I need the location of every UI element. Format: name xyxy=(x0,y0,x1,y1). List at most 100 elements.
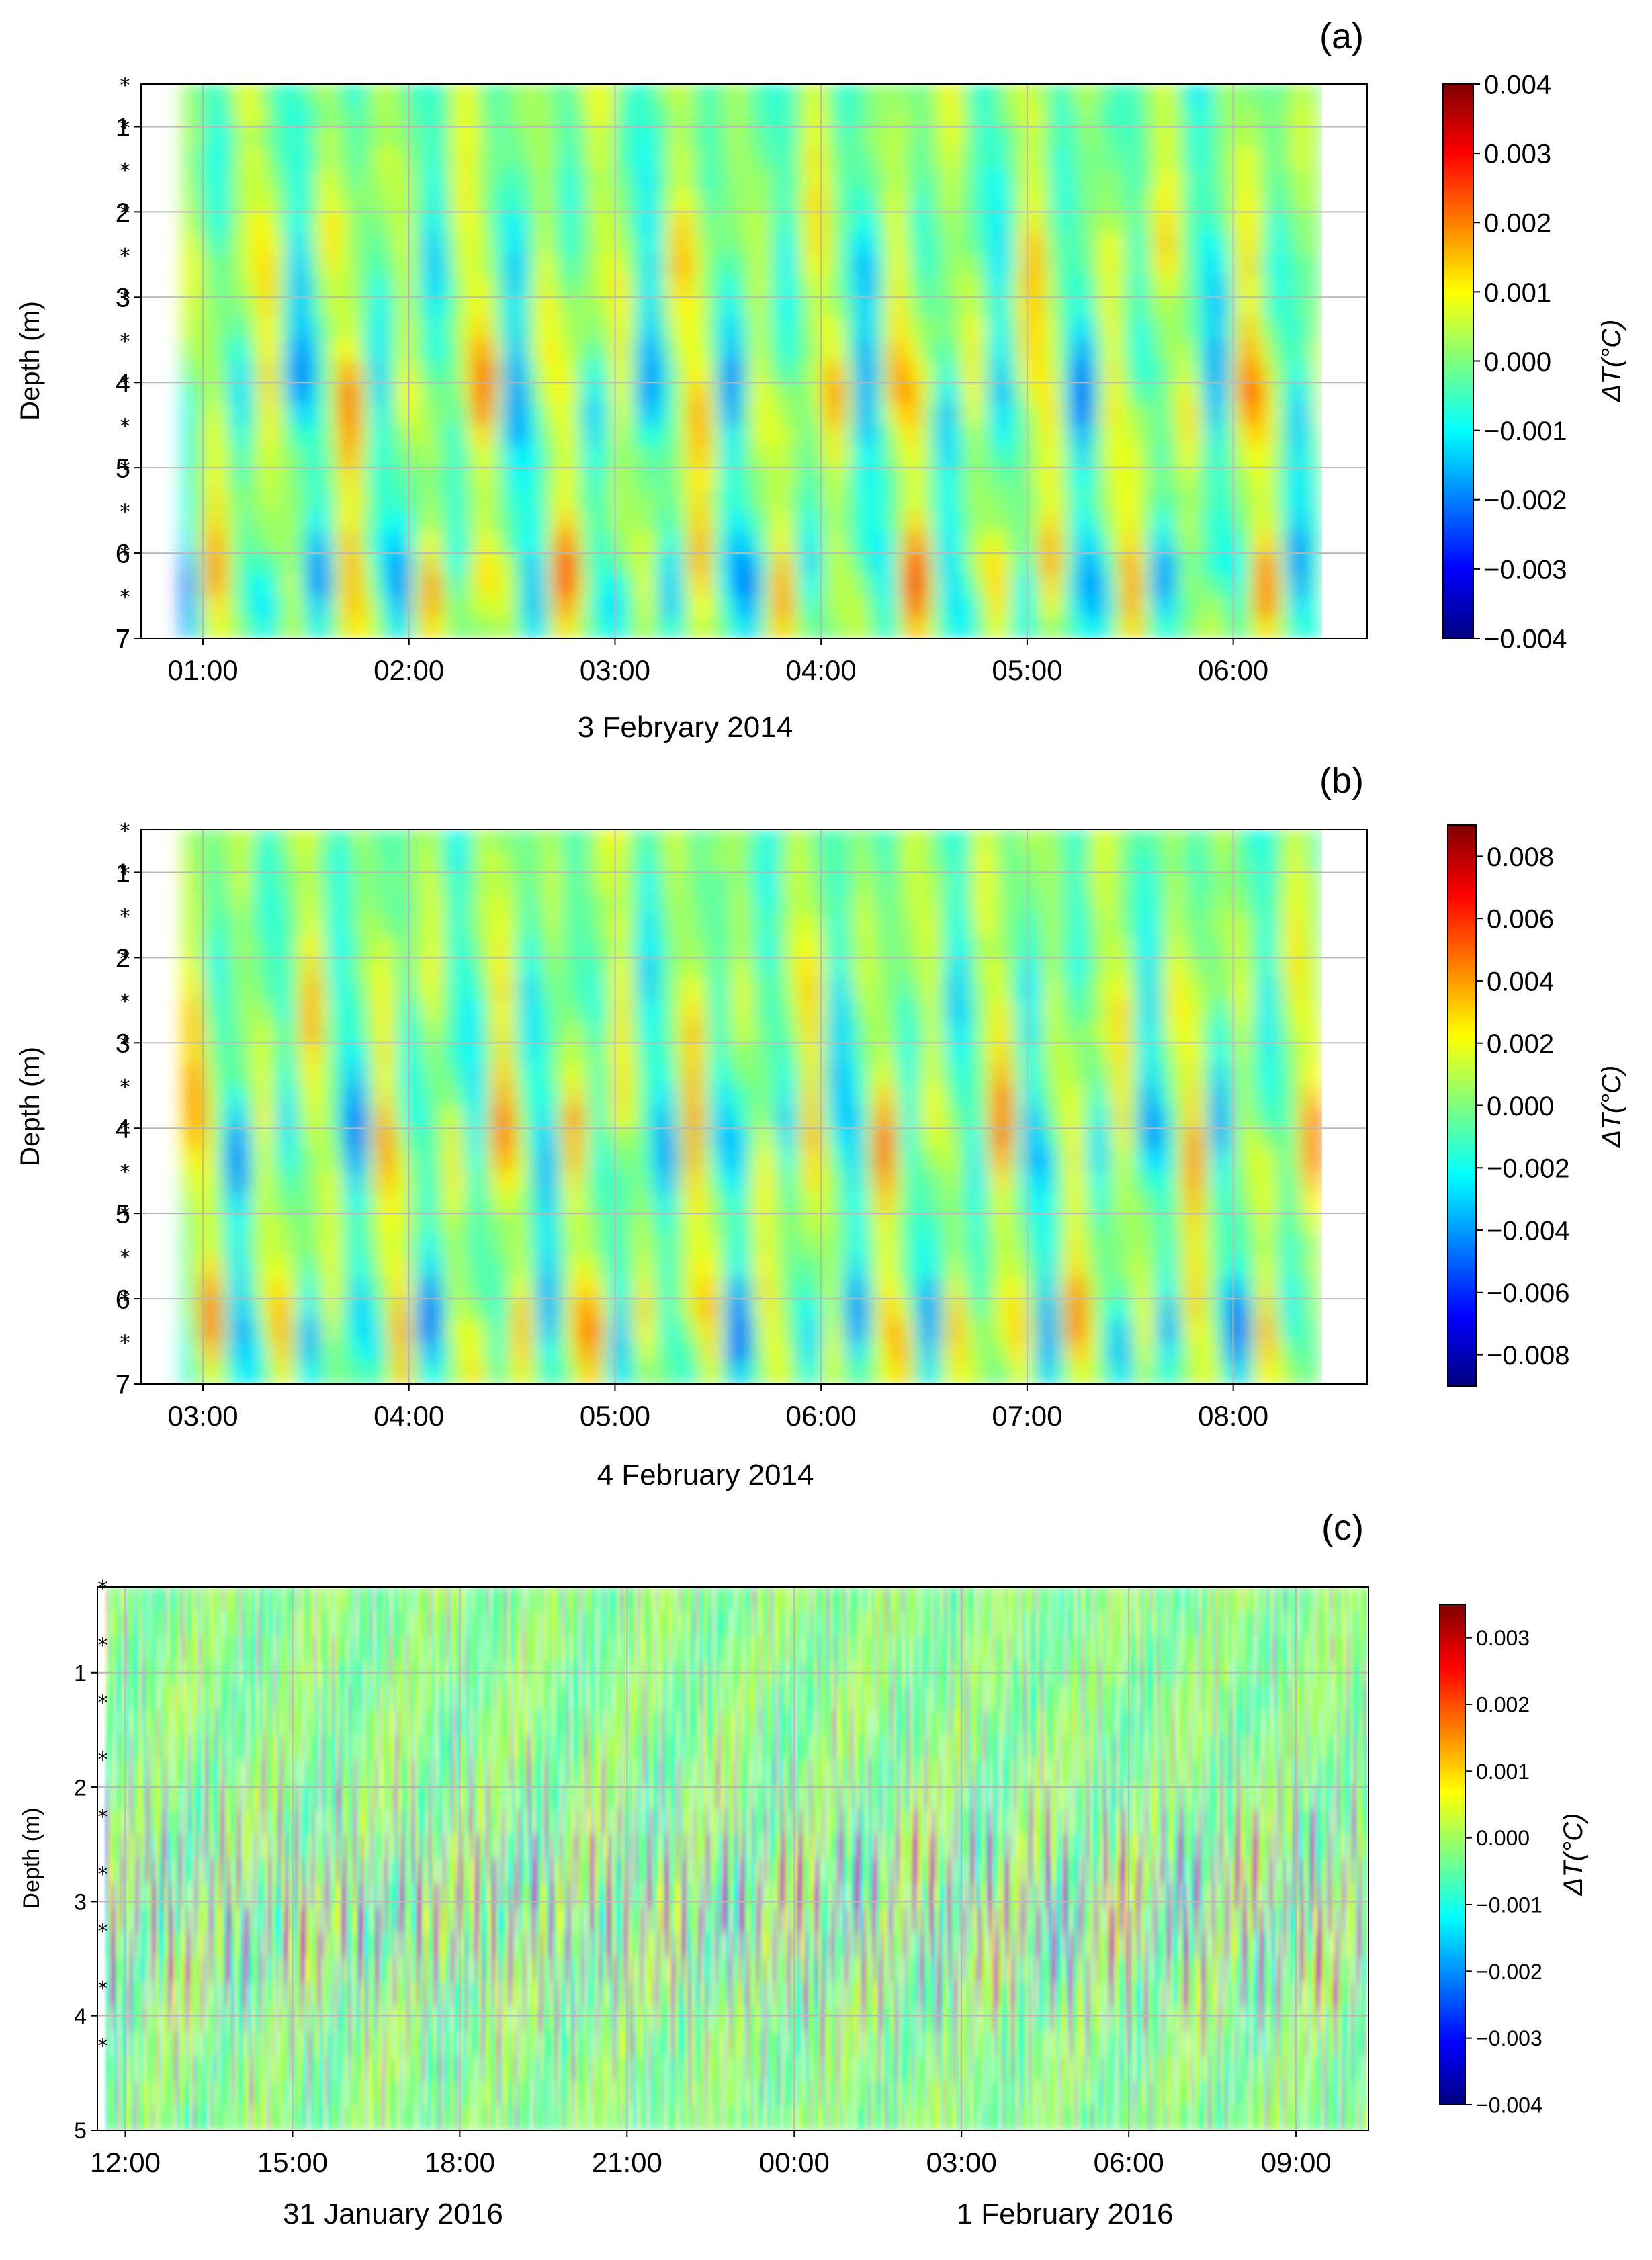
heatmap-cell xyxy=(400,190,406,213)
heatmap-cell xyxy=(908,382,914,405)
heatmap-cell xyxy=(834,297,840,320)
heatmap-cell xyxy=(786,425,791,447)
heatmap-cell xyxy=(480,446,485,469)
heatmap-cell xyxy=(374,212,380,234)
heatmap-cell xyxy=(677,382,682,405)
heatmap-cell xyxy=(339,254,345,277)
heatmap-cell xyxy=(812,446,818,469)
heatmap-cell xyxy=(510,84,516,106)
heatmap-cell xyxy=(431,126,437,149)
heatmap-cell xyxy=(882,275,887,298)
heatmap-cell xyxy=(318,148,323,171)
heatmap-cell xyxy=(1013,425,1019,447)
heatmap-cell xyxy=(812,169,818,191)
heatmap-cell xyxy=(335,190,341,213)
heatmap-cell xyxy=(825,510,831,533)
heatmap-cell xyxy=(353,233,358,255)
heatmap-cell xyxy=(427,148,433,171)
heatmap-cell xyxy=(234,468,241,490)
heatmap-cell xyxy=(987,382,993,405)
heatmap-cell xyxy=(400,84,406,106)
heatmap-cell xyxy=(269,105,275,128)
heatmap-cell xyxy=(348,488,354,511)
heatmap-cell xyxy=(650,531,656,554)
heatmap-cell xyxy=(611,488,617,511)
heatmap-cell xyxy=(488,574,494,597)
heatmap-cell xyxy=(453,105,459,128)
heatmap-cell xyxy=(746,233,752,255)
heatmap-cell xyxy=(974,488,980,511)
heatmap-cell xyxy=(466,212,472,234)
heatmap-cell xyxy=(755,574,761,597)
heatmap-cell xyxy=(234,105,241,128)
heatmap-cell xyxy=(497,169,503,191)
heatmap-cell xyxy=(808,425,814,447)
heatmap-cell xyxy=(681,148,687,171)
heatmap-cell xyxy=(440,361,446,384)
heatmap-cell xyxy=(423,488,429,511)
heatmap-cell xyxy=(445,275,450,298)
heatmap-cell xyxy=(856,148,861,171)
heatmap-cell xyxy=(759,382,765,405)
heatmap-cell xyxy=(571,425,577,447)
heatmap-cell xyxy=(633,297,638,320)
heatmap-cell xyxy=(738,148,744,171)
heatmap-cell xyxy=(204,425,210,447)
heatmap-cell xyxy=(1009,595,1014,618)
heatmap-cell xyxy=(292,595,297,618)
heatmap-cell xyxy=(589,510,595,533)
heatmap-cell xyxy=(296,105,302,128)
heatmap-cell xyxy=(265,169,271,191)
heatmap-cell xyxy=(436,148,441,171)
heatmap-cell xyxy=(296,318,302,341)
heatmap-cell xyxy=(908,254,914,277)
heatmap-cell xyxy=(983,126,988,149)
heatmap-cell xyxy=(488,212,494,234)
heatmap-cell xyxy=(1018,510,1023,533)
heatmap-cell xyxy=(947,297,953,320)
heatmap-cell xyxy=(379,105,385,128)
heatmap-cell xyxy=(182,297,187,320)
heatmap-cell xyxy=(961,169,967,191)
heatmap-cell xyxy=(668,510,673,533)
heatmap-cell xyxy=(1013,574,1019,597)
heatmap-cell xyxy=(755,318,761,341)
heatmap-cell xyxy=(637,382,643,405)
heatmap-cell xyxy=(952,531,958,554)
heatmap-cell xyxy=(449,254,455,277)
heatmap-cell xyxy=(786,553,791,575)
heatmap-cell xyxy=(195,339,201,362)
heatmap-cell xyxy=(877,404,883,426)
heatmap-cell xyxy=(536,382,542,405)
heatmap-cell xyxy=(838,595,844,618)
heatmap-cell xyxy=(830,169,835,191)
heatmap-cell xyxy=(322,404,328,426)
heatmap-cell xyxy=(869,468,875,490)
heatmap-cell xyxy=(742,105,748,128)
heatmap-cell xyxy=(580,468,586,490)
heatmap-cell xyxy=(952,382,958,405)
heatmap-cell xyxy=(628,382,634,405)
heatmap-cell xyxy=(419,275,424,298)
heatmap-cell xyxy=(584,404,591,426)
heatmap-cell xyxy=(646,617,652,638)
heatmap-cell xyxy=(939,297,945,320)
heatmap-cell xyxy=(869,297,875,320)
heatmap-cell xyxy=(541,169,546,191)
heatmap-cell xyxy=(335,169,341,191)
heatmap-cell xyxy=(243,488,249,511)
heatmap-cell xyxy=(724,148,730,171)
heatmap-cell xyxy=(628,617,634,638)
heatmap-cell xyxy=(598,361,603,384)
heatmap-cell xyxy=(335,84,341,106)
heatmap-cell xyxy=(396,169,402,191)
heatmap-cell xyxy=(318,126,323,149)
heatmap-cell xyxy=(234,318,241,341)
heatmap-cell xyxy=(239,531,245,554)
heatmap-cell xyxy=(996,574,1002,597)
heatmap-cell xyxy=(965,468,971,490)
heatmap-cell xyxy=(204,275,210,298)
heatmap-cell xyxy=(1018,595,1023,618)
heatmap-cell xyxy=(795,339,800,362)
heatmap-cell xyxy=(466,275,472,298)
